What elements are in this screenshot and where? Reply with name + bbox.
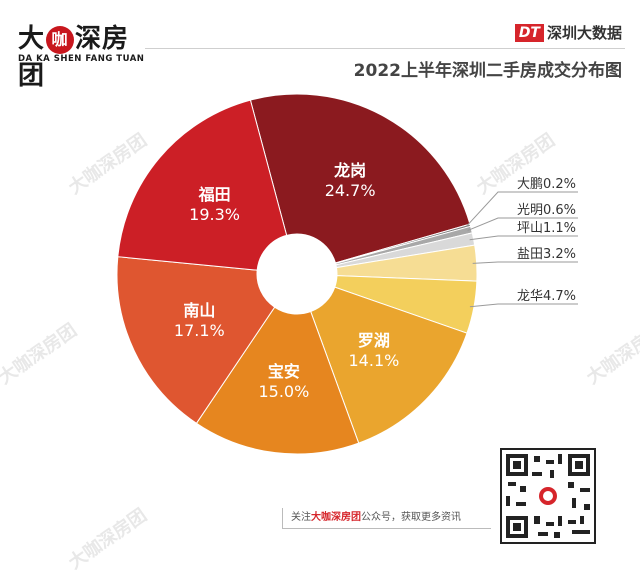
slice-label: 龙岗 — [333, 161, 366, 180]
leader-line — [467, 217, 578, 232]
slice-value-label: 14.1% — [349, 351, 400, 370]
header: 大咖深房团 DA KA SHEN FANG TUAN DT 深圳大数据 2022… — [0, 0, 640, 91]
leader-line — [469, 303, 578, 308]
outside-slice-label: 光明0.6% — [517, 203, 576, 218]
header-divider — [145, 48, 625, 49]
footer-suffix: 公众号，获取更多资讯 — [361, 512, 461, 523]
outside-slice-label: 盐田3.2% — [517, 247, 576, 262]
brand-logo: 大咖深房团 DA KA SHEN FANG TUAN — [18, 18, 144, 91]
slice-label: 宝安 — [268, 362, 300, 381]
dt-mark: DT — [514, 23, 544, 42]
pie-slice-龙岗 — [249, 93, 471, 264]
outside-slice-label: 坪山1.1% — [517, 221, 576, 236]
pie-slice-福田 — [117, 99, 288, 271]
slice-value-label: 15.0% — [258, 382, 309, 401]
slice-value-label: 19.3% — [189, 205, 240, 224]
slice-label: 福田 — [198, 185, 231, 204]
qr-code-icon — [506, 454, 590, 538]
footer-prefix: 关注 — [291, 512, 311, 523]
logo-char-2: 深房团 — [18, 24, 130, 91]
footer-note: 关注大咖深房团公众号，获取更多资讯 — [282, 508, 491, 529]
slice-label: 罗湖 — [358, 331, 390, 350]
outside-slice-label: 龙华4.7% — [517, 289, 576, 304]
logo-char-1: 大 — [18, 24, 46, 54]
slice-label: 南山 — [183, 301, 215, 320]
leader-line — [469, 235, 578, 241]
pie-slice-宝安 — [195, 306, 360, 455]
dt-badge: DT 深圳大数据 — [514, 22, 622, 43]
pie-slice-罗湖 — [310, 286, 468, 444]
footer-brand: 大咖深房团 — [311, 512, 361, 523]
slice-value-label: 24.7% — [325, 181, 376, 200]
leader-line — [466, 191, 578, 227]
dt-brand-text: 深圳大数据 — [546, 24, 622, 42]
qr-code[interactable] — [500, 448, 596, 544]
logo-ka-badge: 咖 — [46, 25, 75, 54]
outside-slice-label: 大鹏0.2% — [517, 177, 576, 192]
logo-wordmark: 大咖深房团 — [18, 18, 138, 92]
slice-value-label: 17.1% — [174, 321, 225, 340]
leader-line — [472, 261, 578, 264]
chart-title: 2022上半年深圳二手房成交分布图 — [353, 61, 622, 81]
logo-subtitle: DA KA SHEN FANG TUAN — [18, 54, 145, 64]
pie-slice-南山 — [116, 256, 276, 424]
